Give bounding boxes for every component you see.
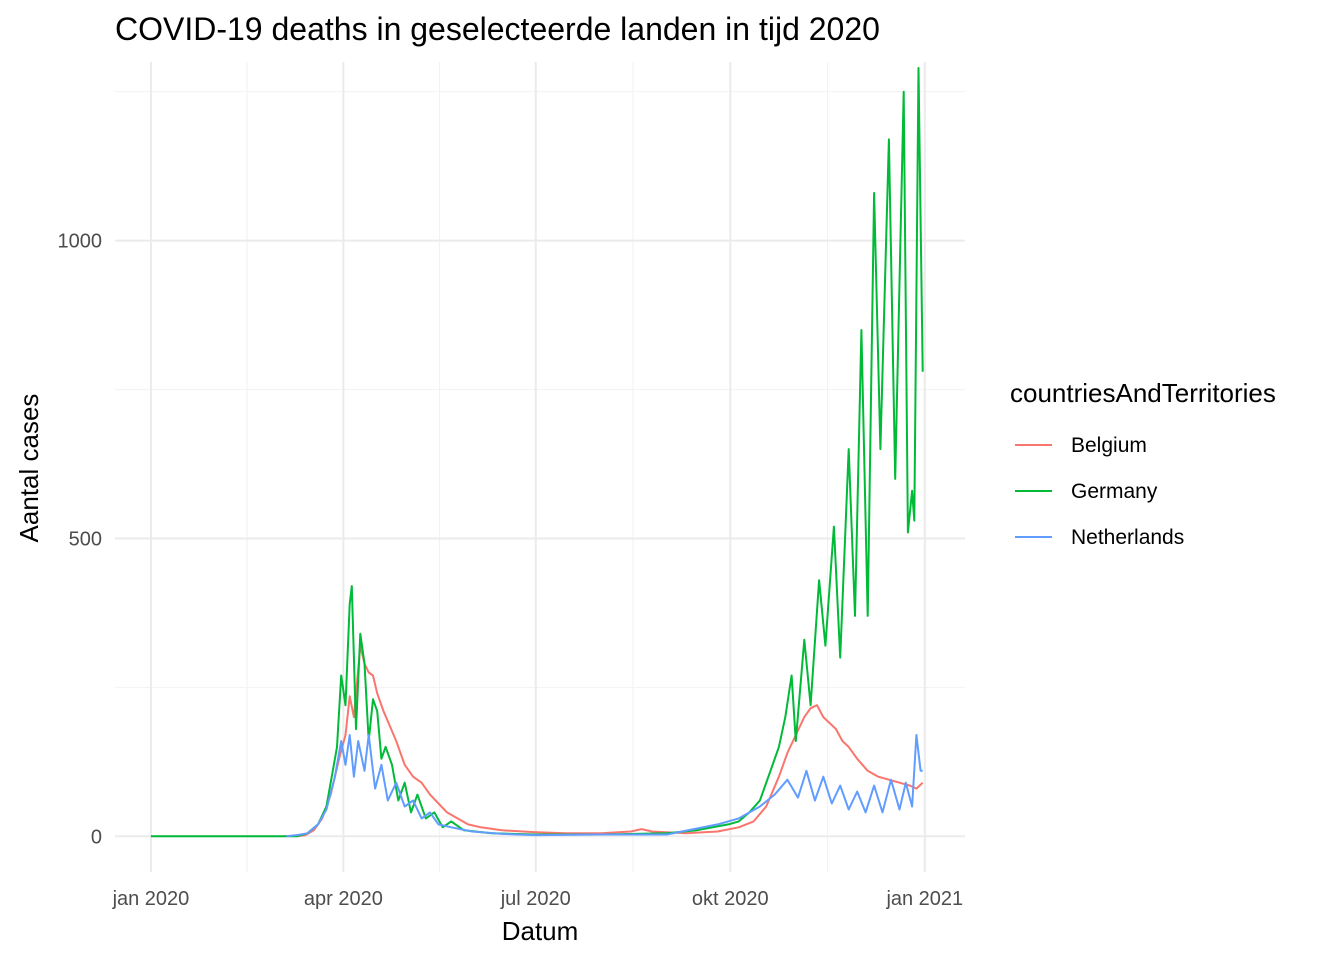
x-axis-title: Datum <box>502 916 579 946</box>
x-tick-label: apr 2020 <box>304 888 383 910</box>
legend-title: countriesAndTerritories <box>1010 378 1276 408</box>
series-lines <box>150 67 924 838</box>
x-tick-label: jan 2021 <box>885 888 963 910</box>
x-tick-label: jul 2020 <box>500 888 571 910</box>
legend-label-germany: Germany <box>1071 480 1158 503</box>
series-line-belgium <box>296 644 924 838</box>
grid <box>115 62 965 872</box>
chart-title: COVID-19 deaths in geselecteerde landen … <box>115 11 880 47</box>
series-line-netherlands <box>286 734 923 838</box>
legend: countriesAndTerritories Belgium Germany Ne… <box>1010 378 1276 549</box>
y-axis-title: Aantal cases <box>14 394 44 543</box>
legend-label-belgium: Belgium <box>1071 434 1147 457</box>
series-line-germany <box>150 67 924 838</box>
y-tick-label: 1000 <box>58 231 103 253</box>
x-tick-label: jan 2020 <box>112 888 190 910</box>
y-tick-label: 500 <box>69 528 102 550</box>
x-tick-label: okt 2020 <box>692 888 769 910</box>
legend-label-netherlands: Netherlands <box>1071 526 1184 549</box>
y-axis-ticks: 0 500 1000 <box>58 231 103 849</box>
x-axis-ticks: jan 2020 apr 2020 jul 2020 okt 2020 jan 2021 <box>112 888 964 910</box>
y-tick-label: 0 <box>91 826 102 848</box>
